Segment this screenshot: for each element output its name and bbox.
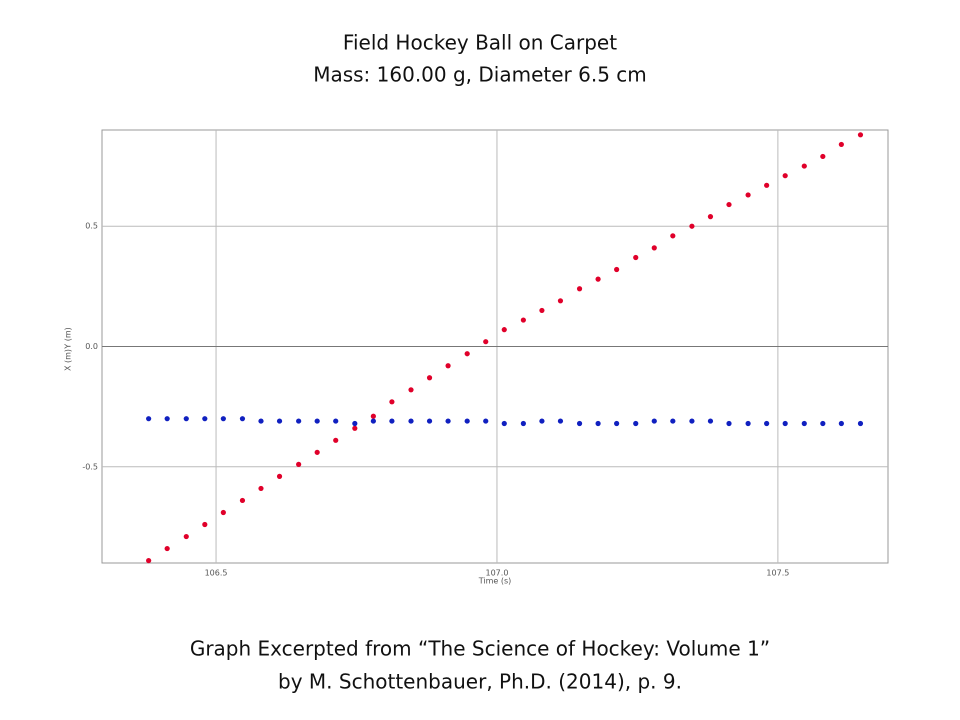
data-point [352,425,358,431]
x-tick-label: 107.5 [766,569,789,578]
data-point [651,418,657,424]
data-point [370,418,376,424]
data-point [670,418,676,424]
data-point [239,497,246,504]
data-point [389,399,395,405]
data-point [820,153,826,160]
data-point [483,418,489,424]
data-point [333,437,339,443]
data-point [220,509,226,516]
data-point [801,420,807,427]
data-point [670,233,676,239]
data-point [146,416,152,422]
data-point [501,420,507,427]
data-point [745,420,751,427]
data-point [258,418,264,424]
data-point [146,557,152,564]
data-point [557,418,564,424]
data-point [352,420,358,427]
data-point [445,363,451,369]
data-point [164,545,170,552]
data-point [426,375,433,381]
data-point [501,327,507,333]
data-point [220,416,226,422]
data-point [726,201,732,208]
data-point [464,418,470,424]
data-point [614,266,620,273]
data-point [239,416,246,422]
data-point [633,254,639,261]
data-point [520,420,526,427]
data-point [857,420,864,427]
x-tick-label: 107.0 [486,569,509,578]
data-point [408,387,414,393]
data-point [726,420,732,427]
data-point [333,418,339,424]
data-point [764,182,770,188]
data-point [258,485,264,492]
data-point [539,307,545,314]
data-point [782,420,788,427]
data-point [651,245,657,251]
data-point [445,418,451,424]
x-tick-label: 106.5 [205,569,228,578]
data-point [202,416,208,422]
caption: Graph Excerpted from “The Science of Hoc… [190,637,770,661]
x-axis-label: Time (s) [478,577,512,586]
data-point [595,420,601,427]
y-tick-label: 0.5 [85,222,98,231]
data-point [276,418,283,424]
y-tick-label: 0.0 [85,342,98,351]
y-tick-label: -0.5 [82,462,98,471]
data-point [614,420,620,427]
data-point [689,418,695,424]
data-point [164,416,170,422]
data-point [408,418,414,424]
data-point [202,521,208,528]
data-point [838,141,844,148]
data-point [483,339,489,345]
data-point [464,351,470,357]
caption: by M. Schottenbauer, Ph.D. (2014), p. 9. [278,670,682,694]
data-point [296,418,302,424]
data-point [314,449,320,455]
data-point [857,132,864,138]
data-point [782,173,788,179]
data-point [707,418,714,424]
data-point [389,418,395,424]
data-point [183,416,189,422]
data-point [838,420,844,427]
legend-label: X (m) [64,349,73,371]
legend-label: Y (m) [64,327,73,349]
data-point [820,420,826,427]
data-point [801,163,807,169]
data-point [764,420,770,427]
data-point [296,461,302,467]
chart-title: Field Hockey Ball on Carpet [343,31,617,55]
data-point [689,223,695,229]
data-point [595,276,601,282]
data-point [745,192,751,198]
data-point [633,420,639,427]
chart-subtitle: Mass: 160.00 g, Diameter 6.5 cm [313,63,647,87]
data-point [707,214,714,220]
data-point [276,473,283,479]
data-point [370,413,376,419]
data-point [576,420,583,427]
data-point [576,286,583,292]
data-point [520,317,526,323]
data-point [183,533,189,540]
data-point [539,418,545,424]
data-point [557,298,564,304]
data-point [314,418,320,424]
data-point [426,418,433,424]
